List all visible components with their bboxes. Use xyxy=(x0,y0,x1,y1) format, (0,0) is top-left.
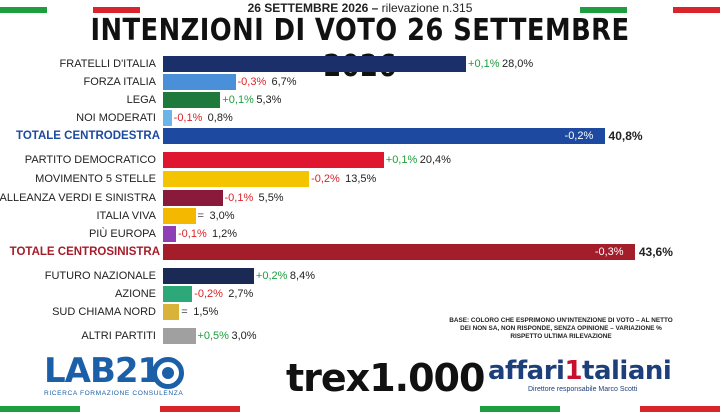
note-line: RISPETTO ULTIMA RILEVAZIONE xyxy=(510,333,612,340)
subtitle-survey-number: rilevazione n.315 xyxy=(381,1,473,15)
value-label: 40,8% xyxy=(608,129,643,143)
bar xyxy=(163,286,193,302)
note-line: BASE: COLORO CHE ESPRIMONO UN'INTENZIONE… xyxy=(449,317,673,324)
delta-label: -0,2% xyxy=(311,173,340,185)
bar xyxy=(163,190,223,206)
trex-logo: trex1.000 xyxy=(286,356,485,400)
affaritaliani-logo: affari1taliani Direttore responsabile Ma… xyxy=(488,356,708,400)
delta-label: -0,3% xyxy=(237,76,267,88)
lab21-logo-text: LAB21 xyxy=(44,351,161,391)
value-label: 6,7% xyxy=(271,76,297,88)
value-label: 5,3% xyxy=(256,94,282,106)
note-line: DEI NON SA, NON RISPONDE, SENZA OPINIONE… xyxy=(460,325,662,332)
delta-label: -0,1% xyxy=(173,112,203,124)
delta-label: +0,2% xyxy=(255,270,288,282)
value-label: 20,4% xyxy=(419,154,451,166)
subtitle-date: 26 SETTEMBRE 2026 – xyxy=(247,1,379,15)
party-row: FORZA ITALIA -0,3% 6,7% xyxy=(0,73,720,91)
bar-label: ALTRI PARTITI xyxy=(81,330,156,342)
bar-label: PIÙ EUROPA xyxy=(88,228,156,240)
value-label: 1,5% xyxy=(193,306,219,318)
delta-label: -0,2% xyxy=(564,130,594,142)
bar xyxy=(163,128,605,144)
trex-logo-text: trex1.000 xyxy=(286,356,485,400)
lab21-ring-icon xyxy=(152,357,184,389)
value-label: 1,2% xyxy=(211,228,238,240)
bar xyxy=(163,244,635,260)
bar xyxy=(163,226,176,242)
party-row: NOI MODERATI -0,1% 0,8% xyxy=(0,109,720,127)
methodology-note: BASE: COLORO CHE ESPRIMONO UN'INTENZIONE… xyxy=(436,317,686,341)
bar-label: NOI MODERATI xyxy=(76,112,156,124)
value-label: 28,0% xyxy=(502,58,534,70)
value-label: 5,5% xyxy=(258,192,284,204)
bar-label: PARTITO DEMOCRATICO xyxy=(24,154,156,166)
party-row: FUTURO NAZIONALE +0,2% 8,4% xyxy=(0,267,720,285)
party-row: LEGA +0,1% 5,3% xyxy=(0,91,720,109)
bar xyxy=(163,92,221,108)
bar-label: TOTALE CENTRODESTRA xyxy=(16,130,160,142)
delta-label: = xyxy=(197,210,204,222)
bar-label: FUTURO NAZIONALE xyxy=(44,270,156,282)
value-label: 13,5% xyxy=(345,173,377,185)
lab21-logo: LAB21 RICERCA FORMAZIONE CONSULENZA xyxy=(44,352,184,400)
party-row: PARTITO DEMOCRATICO +0,1% 20,4% xyxy=(0,151,720,169)
delta-label: +0,1% xyxy=(468,58,500,70)
party-row: FRATELLI D'ITALIA +0,1% 28,0% xyxy=(0,55,720,73)
delta-label: -0,1% xyxy=(177,228,207,240)
value-label: 2,7% xyxy=(228,288,254,300)
bar-label: TOTALE CENTROSINISTRA xyxy=(9,246,160,258)
bar-label: FRATELLI D'ITALIA xyxy=(59,58,156,70)
bar xyxy=(163,328,196,344)
affaritaliani-logo-text: affari1taliani xyxy=(488,356,672,386)
delta-label: -0,3% xyxy=(594,246,624,258)
affaritaliani-director-line: Direttore responsabile Marco Scotti xyxy=(528,386,638,393)
party-row: ALTRI PARTITI +0,5% 3,0% xyxy=(0,327,720,345)
bar xyxy=(163,152,384,168)
bar-label: AZIONE xyxy=(115,288,156,300)
bar-label: MOVIMENTO 5 STELLE xyxy=(35,173,156,185)
total-row: TOTALE CENTRODESTRA -0,2% 40,8% xyxy=(0,127,720,145)
party-row: ALLEANZA VERDI E SINISTRA -0,1% 5,5% xyxy=(0,189,720,207)
delta-label: +0,1% xyxy=(222,94,254,106)
bar xyxy=(163,56,466,72)
bar xyxy=(163,110,172,126)
party-row: AZIONE -0,2% 2,7% xyxy=(0,285,720,303)
party-row: PIÙ EUROPA -0,1% 1,2% xyxy=(0,225,720,243)
party-row: ITALIA VIVA = 3,0% xyxy=(0,207,720,225)
delta-label: = xyxy=(181,306,188,318)
bar xyxy=(163,208,196,224)
survey-subtitle: 26 SETTEMBRE 2026 – rilevazione n.315 xyxy=(0,0,720,16)
bar-label: FORZA ITALIA xyxy=(83,76,156,88)
delta-label: +0,5% xyxy=(197,330,229,342)
bar xyxy=(163,171,310,187)
flag-stripe-top-right xyxy=(580,0,720,13)
lab21-logo-subtitle: RICERCA FORMAZIONE CONSULENZA xyxy=(44,390,184,397)
bar-label: ITALIA VIVA xyxy=(96,210,156,222)
delta-label: -0,1% xyxy=(224,192,254,204)
bar-label: SUD CHIAMA NORD xyxy=(52,306,156,318)
flag-stripe-top-left xyxy=(0,0,140,13)
value-label: 3,0% xyxy=(209,210,235,222)
bar xyxy=(163,74,236,90)
value-label: 0,8% xyxy=(207,112,233,124)
bar-label: LEGA xyxy=(126,94,156,106)
delta-label: +0,1% xyxy=(385,154,418,166)
bar xyxy=(163,304,180,320)
value-label: 3,0% xyxy=(231,330,257,342)
value-label: 8,4% xyxy=(289,270,315,282)
bar-label: ALLEANZA VERDI E SINISTRA xyxy=(0,192,156,204)
delta-label: -0,2% xyxy=(194,288,223,300)
value-label: 43,6% xyxy=(638,245,673,259)
bar xyxy=(163,268,254,284)
party-row: MOVIMENTO 5 STELLE -0,2% 13,5% xyxy=(0,170,720,188)
total-row: TOTALE CENTROSINISTRA -0,3% 43,6% xyxy=(0,243,720,261)
party-row: SUD CHIAMA NORD = 1,5% xyxy=(0,303,720,321)
